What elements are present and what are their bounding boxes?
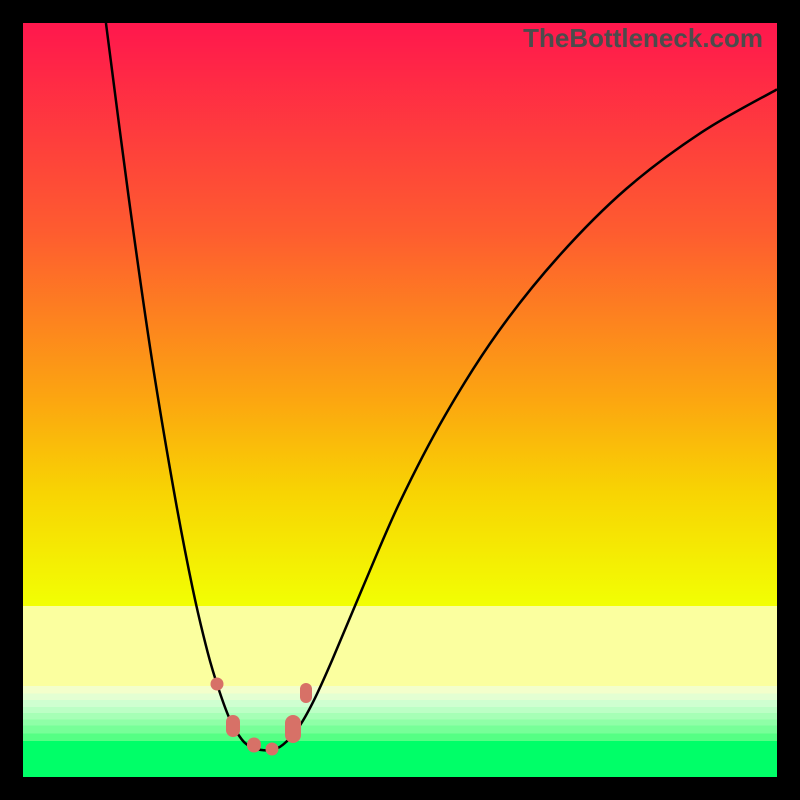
curve-marker: [265, 743, 278, 756]
curve-marker: [226, 715, 240, 737]
curve-marker: [285, 715, 301, 743]
watermark-text: TheBottleneck.com: [523, 23, 763, 54]
curve-marker: [300, 683, 312, 703]
chart-frame: TheBottleneck.com: [0, 0, 800, 800]
plot-area: [23, 23, 777, 777]
curve-path: [106, 23, 777, 750]
bottleneck-curve: [23, 23, 777, 777]
curve-marker: [247, 738, 261, 753]
curve-marker: [210, 678, 223, 691]
